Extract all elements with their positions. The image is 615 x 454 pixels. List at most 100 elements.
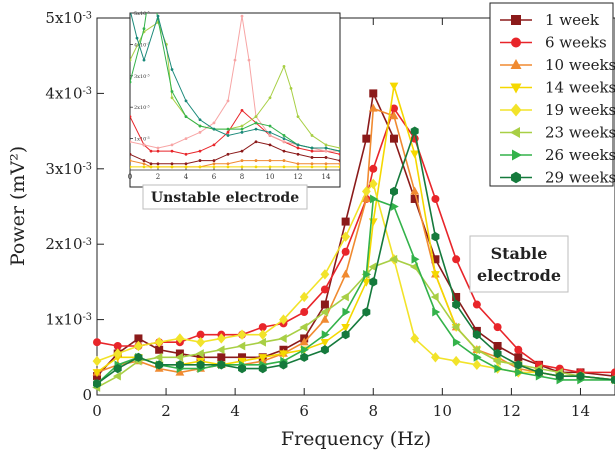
data-point — [113, 341, 122, 350]
legend-item: 1 week — [500, 11, 600, 29]
data-point — [237, 341, 246, 351]
legend-swatch-marker — [510, 127, 520, 138]
inset-data-point — [226, 127, 230, 131]
inset-data-point — [212, 143, 216, 147]
data-point — [410, 194, 419, 203]
data-point — [238, 353, 247, 362]
inset-data-point — [170, 143, 174, 147]
data-point — [258, 323, 267, 332]
data-point — [301, 345, 309, 355]
inset-data-point — [142, 58, 146, 62]
inset-y-tick-label: 3x10-3 — [134, 73, 150, 79]
inset-data-point — [310, 165, 314, 169]
data-point — [361, 194, 371, 203]
inset-data-point — [282, 140, 286, 144]
data-point — [320, 285, 329, 294]
inset-data-point — [198, 159, 202, 162]
inset-x-tick-label: 4 — [184, 173, 189, 181]
legend-label: 19 weeks — [545, 101, 615, 119]
data-point — [410, 186, 420, 195]
inset-data-point — [142, 162, 146, 166]
annotation-line-1: Stable — [491, 244, 548, 263]
inset-data-point — [282, 149, 286, 153]
inset-data-point — [130, 58, 132, 62]
legend-item: 14 weeks — [500, 79, 615, 97]
y-axis-title: Power (mV²) — [7, 146, 29, 266]
inset-data-point — [268, 143, 272, 147]
inset-data-point — [310, 134, 314, 137]
data-point — [279, 360, 288, 370]
inset-data-point — [198, 130, 202, 134]
y-tick-label: 1x10-3 — [45, 311, 92, 329]
inset-data-point — [324, 165, 328, 169]
data-point — [472, 345, 481, 355]
inset-data-point — [129, 8, 132, 11]
inset-data-point — [268, 124, 272, 128]
inset-data-point — [338, 162, 340, 166]
inset-data-point — [130, 152, 132, 156]
data-point — [320, 307, 329, 317]
data-point — [278, 334, 287, 343]
inset-data-point — [184, 165, 188, 169]
legend-item: 19 weeks — [500, 101, 615, 119]
data-point — [92, 369, 102, 378]
inset-data-point — [254, 140, 258, 144]
inset-chart: 0 2 4 6 8 10 12 14 1x10-3 2x10-3 3x10-3 4x10-3 5x10-… — [128, 8, 341, 210]
inset-x-tick-label: 12 — [294, 173, 303, 181]
annotation-line-2: electrode — [477, 266, 561, 285]
data-point — [368, 103, 378, 112]
data-point — [175, 367, 185, 376]
main-series-group — [92, 82, 615, 392]
inset-data-point — [170, 96, 174, 100]
data-point — [196, 353, 205, 362]
data-point — [196, 360, 205, 370]
data-point — [473, 352, 482, 362]
data-point — [134, 334, 143, 343]
data-point — [410, 126, 419, 136]
inset-data-point — [226, 162, 230, 166]
inset-data-point — [254, 115, 258, 119]
inset-x-tick-label: 6 — [212, 173, 217, 181]
data-point — [217, 353, 226, 362]
x-tick-label: 14 — [571, 402, 590, 420]
inset-data-point — [142, 159, 146, 162]
inset-data-point — [289, 86, 293, 90]
data-point — [175, 333, 185, 344]
data-point — [93, 338, 101, 347]
inset-data-point — [212, 165, 216, 169]
inset-x-tick-label: 0 — [128, 173, 132, 181]
inset-x-tick-label: 8 — [240, 173, 244, 181]
data-point — [320, 339, 330, 348]
inset-x-tick-label: 14 — [322, 173, 331, 181]
inset-data-point — [240, 130, 244, 134]
legend-label: 6 weeks — [545, 34, 607, 52]
inset-data-point — [268, 130, 272, 134]
inset-series-7 — [129, 8, 340, 153]
data-point — [258, 364, 267, 374]
inset-data-point — [310, 146, 314, 150]
data-point — [409, 262, 418, 272]
inset-data-point — [130, 115, 132, 119]
inset-data-point — [226, 134, 230, 137]
inset-data-point — [170, 90, 174, 93]
data-point — [279, 314, 288, 325]
inset-data-point — [170, 162, 174, 166]
legend-item: 6 weeks — [500, 34, 607, 52]
legend-label: 23 weeks — [545, 124, 615, 142]
data-point — [611, 375, 615, 385]
inset-y-tick-label: 2x10-3 — [134, 105, 150, 111]
inset-data-point — [142, 165, 146, 169]
data-point — [362, 307, 371, 317]
inset-data-point — [268, 165, 272, 169]
data-point — [320, 314, 330, 323]
inset-data-point — [324, 146, 328, 150]
data-point — [410, 150, 420, 159]
inset-data-point — [247, 58, 251, 62]
data-point — [431, 271, 440, 280]
inset-data-point — [212, 162, 216, 166]
inset-data-point — [233, 58, 237, 62]
data-point — [300, 308, 309, 317]
data-point — [493, 323, 502, 332]
series-6-weeks — [93, 104, 615, 377]
data-point — [369, 277, 378, 287]
